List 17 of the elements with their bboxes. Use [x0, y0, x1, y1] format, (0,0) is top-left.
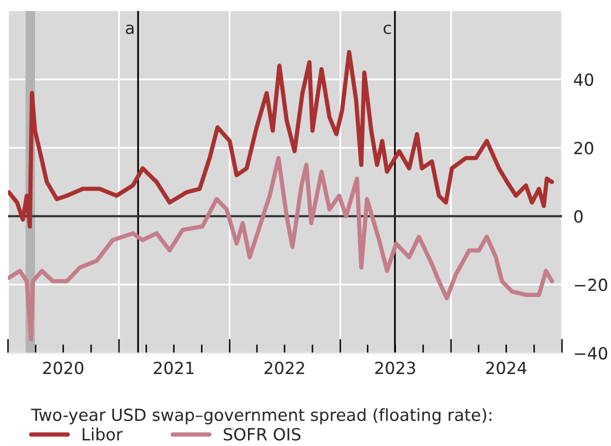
x-tick-label: 2022 [264, 362, 304, 374]
y-tick-label: 40 [574, 73, 594, 86]
x-tick-label: 2021 [154, 362, 194, 374]
y-tick-label: 20 [574, 142, 594, 154]
x-tick-label: 2024 [486, 362, 526, 374]
x-tick-label: 2023 [375, 362, 416, 374]
line-series [8, 156, 554, 342]
y-tick-label: 0 [574, 210, 583, 223]
legend-label: SOFR OIS [224, 428, 300, 441]
y-tick-label: −20 [574, 278, 608, 292]
line-series [8, 50, 554, 229]
ref-line-label: c [384, 24, 391, 34]
legend-label: Libor [82, 428, 123, 441]
y-tick-label: −40 [574, 346, 608, 360]
x-tick-label: 2020 [43, 362, 84, 374]
ref-line-label: a [126, 24, 134, 34]
legend-title: Two-year USD swap–government spread (floating rate): [31, 408, 492, 424]
